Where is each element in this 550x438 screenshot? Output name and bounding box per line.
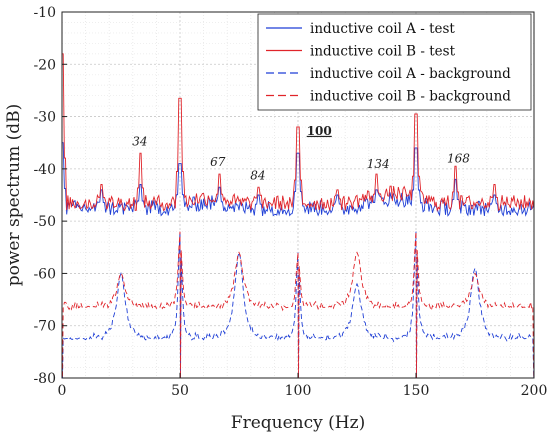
peak-annotation: 67 — [210, 155, 226, 169]
x-tick-label: 200 — [521, 383, 548, 399]
y-tick-label: -60 — [33, 266, 56, 282]
y-tick-label: -30 — [33, 110, 56, 126]
legend-entry: inductive coil B - test — [310, 44, 456, 60]
legend: inductive coil A - test inductive coil B … — [257, 13, 532, 111]
peak-annotation: 84 — [250, 168, 265, 182]
series-layer — [61, 53, 535, 379]
peak-annotations: 34 67 84 100 134 168 — [132, 124, 470, 182]
y-tick-label: -50 — [33, 214, 56, 230]
series-line-1 — [62, 142, 535, 217]
y-tick-label: -20 — [33, 57, 56, 73]
legend-entry: inductive coil B - background — [310, 89, 511, 105]
peak-annotation: 100 — [307, 124, 332, 138]
legend-box — [257, 13, 532, 111]
y-tick-label: -40 — [33, 162, 56, 178]
series-line-2 — [62, 53, 535, 213]
x-tick-label: 150 — [403, 383, 430, 399]
peak-annotation: 134 — [367, 157, 390, 171]
y-tick-label: -70 — [33, 319, 56, 335]
axis-ticks: 0 50 100 150 200 -10 -20 -30 -40 -50 -60 -70 -80 — [33, 5, 547, 399]
y-axis-label: power spectrum (dB) — [4, 104, 24, 287]
series-line-4 — [61, 231, 535, 379]
peak-annotation: 168 — [447, 152, 470, 166]
series-line-3 — [61, 231, 535, 379]
x-tick-label: 100 — [285, 383, 312, 399]
x-tick-label: 50 — [171, 383, 189, 399]
x-axis-label: Frequency (Hz) — [231, 413, 365, 433]
legend-entry: inductive coil A - background — [310, 66, 511, 82]
legend-entry: inductive coil A - test — [310, 21, 455, 37]
peak-annotation: 34 — [132, 134, 147, 148]
y-tick-label: -10 — [33, 5, 56, 21]
y-tick-label: -80 — [33, 371, 56, 387]
x-tick-label: 0 — [58, 383, 67, 399]
